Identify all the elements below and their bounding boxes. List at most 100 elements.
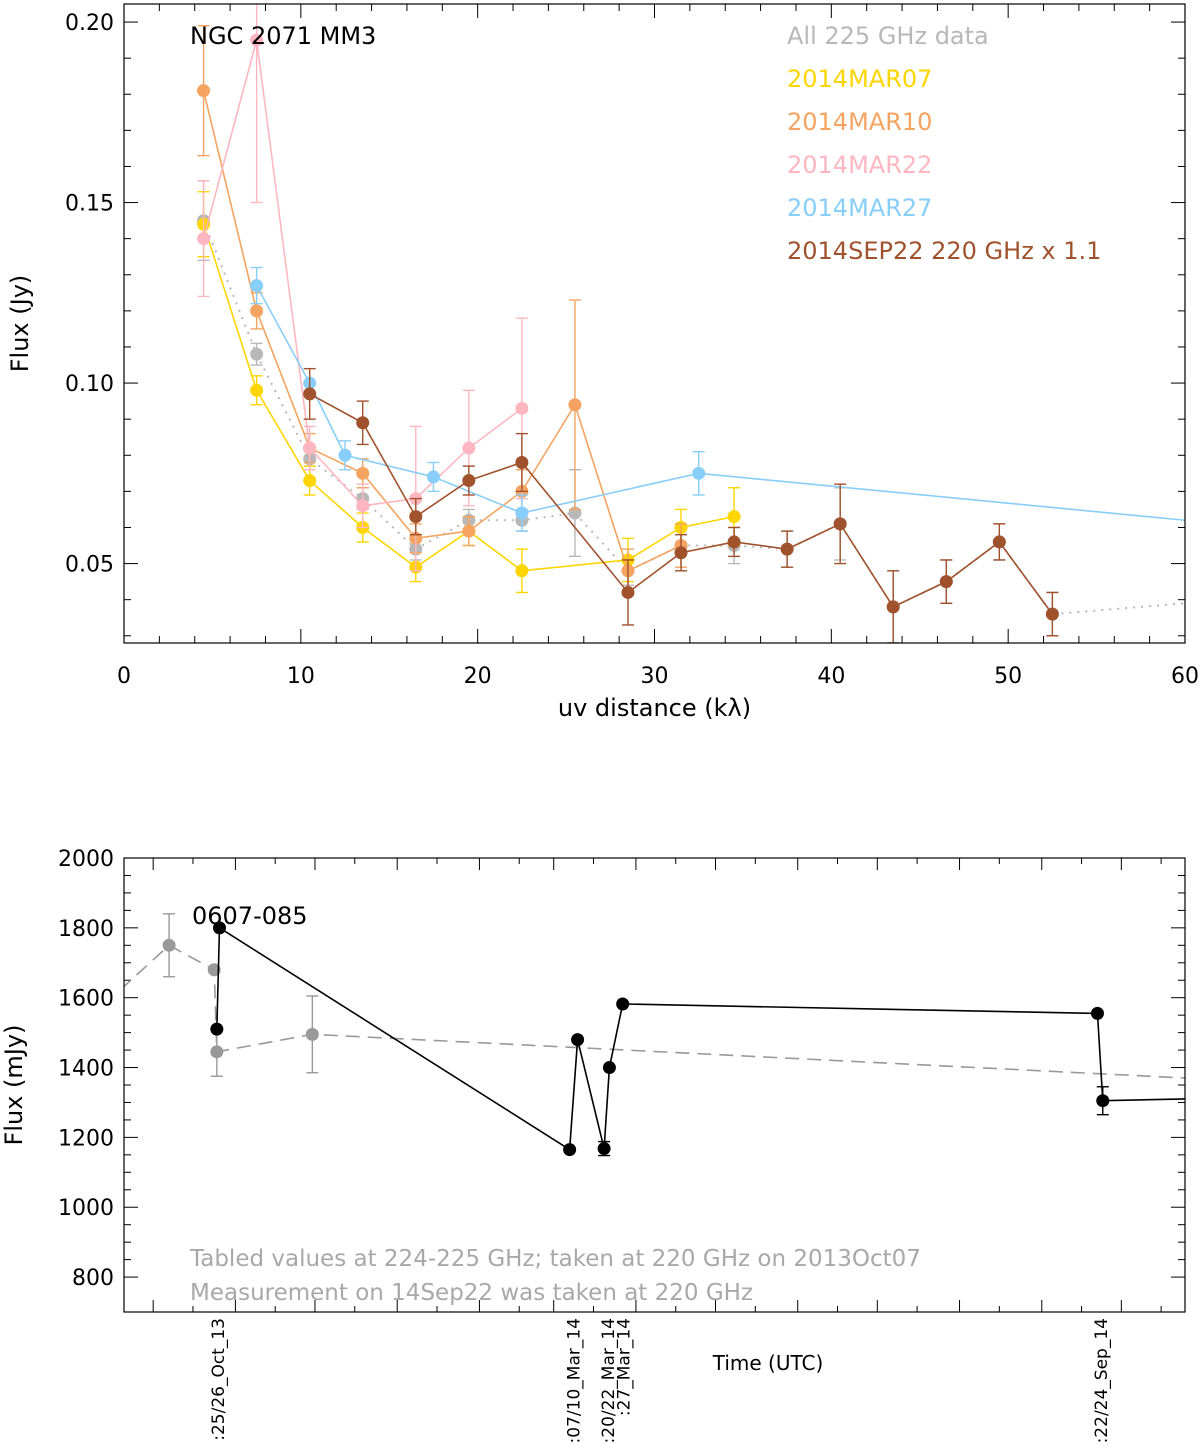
y-axis-label: Flux (mJy): [0, 1025, 28, 1146]
x-date-label: :20/22_Mar_14: [599, 1318, 619, 1443]
data-point: [212, 921, 226, 935]
data-point: [674, 546, 688, 560]
legend-entry-2014mar07: 2014MAR07: [787, 65, 932, 93]
chart-title: NGC 2071 MM3: [190, 22, 376, 50]
chart-title: 0607-085: [192, 902, 308, 930]
legend-entry-2014sep22-220-ghz-x-1-1: 2014SEP22 220 GHz x 1.1: [787, 237, 1101, 265]
data-point: [1045, 607, 1059, 621]
data-point: [462, 524, 476, 538]
data-point: [616, 997, 630, 1011]
x-tick-label: 50: [994, 664, 1022, 689]
series-2014mar22: [197, 4, 529, 572]
data-point: [727, 535, 741, 549]
data-point: [992, 535, 1006, 549]
plot-area: [124, 913, 1185, 1157]
y-tick-label: 0.15: [65, 192, 114, 217]
series-line: [202, 220, 1185, 616]
x-date-label: :07/10_Mar_14: [564, 1318, 584, 1443]
x-axis-label: Time (UTC): [712, 1351, 824, 1375]
series-2014mar10: [197, 24, 688, 594]
data-point: [409, 510, 423, 524]
data-point: [250, 347, 264, 361]
y-tick-label: 1200: [58, 1126, 114, 1151]
data-point: [515, 455, 529, 469]
legend-entry-2014mar27: 2014MAR27: [787, 194, 932, 222]
data-point: [250, 33, 264, 47]
data-point: [939, 575, 953, 589]
data-point: [197, 84, 211, 98]
legend-entry-all-225-ghz-data: All 225 GHz data: [787, 22, 989, 50]
y-axis-label: Flux (Jy): [6, 275, 34, 373]
series-line: [255, 285, 1185, 522]
data-point: [597, 1142, 611, 1156]
data-point: [462, 441, 476, 455]
data-point: [210, 1045, 224, 1059]
legend-entry-2014mar22: 2014MAR22: [787, 151, 932, 179]
data-point: [462, 474, 476, 488]
data-point: [305, 1027, 319, 1041]
x-tick-label: 20: [464, 664, 492, 689]
legend-entry-2014mar10: 2014MAR10: [787, 108, 932, 136]
series-tabled-values-at-224-225-ghz: [124, 913, 1185, 1079]
data-point: [338, 448, 352, 462]
data-point: [250, 383, 264, 397]
y-tick-label: 1000: [58, 1196, 114, 1221]
series-2014mar27: [250, 266, 1185, 532]
series-2014sep22-220-ghz-x-1-1: [303, 367, 1059, 643]
data-point: [571, 1033, 585, 1047]
series-line: [202, 223, 735, 572]
data-point: [210, 1022, 224, 1036]
data-point: [1096, 1094, 1110, 1108]
data-point: [780, 542, 794, 556]
chart-note: Tabled values at 224-225 GHz; taken at 2…: [189, 1246, 921, 1272]
legend: All 225 GHz data 2014MAR07 2014MAR10 2014MA…: [787, 22, 1101, 265]
data-point: [356, 466, 370, 480]
y-tick-label: 800: [72, 1266, 114, 1291]
series-line: [202, 90, 682, 572]
data-point: [515, 506, 529, 520]
data-point: [303, 387, 317, 401]
x-date-label: :22/24_Sep_14: [1092, 1318, 1112, 1443]
chart-note: Measurement on 14Sep22 was taken at 220 …: [190, 1280, 753, 1306]
x-tick-label: 30: [641, 664, 669, 689]
data-point: [621, 585, 635, 599]
y-tick-label: 0.10: [65, 372, 114, 397]
x-tick-label: 60: [1171, 664, 1199, 689]
x-date-label: :25/26_Oct_13: [209, 1318, 229, 1441]
series-line: [124, 944, 1185, 1079]
series-line: [216, 926, 1185, 1151]
data-point: [602, 1061, 616, 1075]
data-point: [515, 401, 529, 415]
data-point: [303, 441, 317, 455]
data-point: [833, 517, 847, 531]
data-point: [303, 474, 317, 488]
data-point: [207, 963, 221, 977]
data-point: [250, 304, 264, 318]
y-tick-label: 0.05: [65, 553, 114, 578]
uv-distance-chart: 0 10 20 30 40 50 60 0.05 0.10 0.15 0.20 NGC 2071 MM…: [6, 3, 1199, 722]
y-tick-label: 1600: [58, 987, 114, 1012]
data-point: [568, 398, 582, 412]
x-tick-label: 10: [287, 664, 315, 689]
data-point: [162, 938, 176, 952]
data-point: [250, 279, 264, 293]
data-point: [563, 1143, 577, 1157]
plot-frame: [123, 857, 1186, 1313]
data-point: [356, 416, 370, 430]
y-tick-label: 1800: [58, 917, 114, 942]
x-tick-label: 40: [817, 664, 845, 689]
y-tick-label: 1400: [58, 1057, 114, 1082]
y-tick-label: 2000: [58, 847, 114, 872]
y-tick-label: 0.20: [65, 11, 114, 36]
flux-time-chart: 800 1000 1200 1400 1600 1800 2000 0607-085 Table…: [0, 847, 1186, 1443]
data-point: [197, 232, 211, 246]
data-point: [1090, 1006, 1104, 1020]
x-axis-label: uv distance (kλ): [558, 694, 751, 722]
data-point: [727, 510, 741, 524]
series-measurements: [210, 921, 1185, 1157]
data-point: [692, 466, 706, 480]
x-tick-label: 0: [117, 664, 131, 689]
series-line: [309, 393, 1054, 615]
x-date-label: :27_Mar_14: [615, 1318, 635, 1416]
